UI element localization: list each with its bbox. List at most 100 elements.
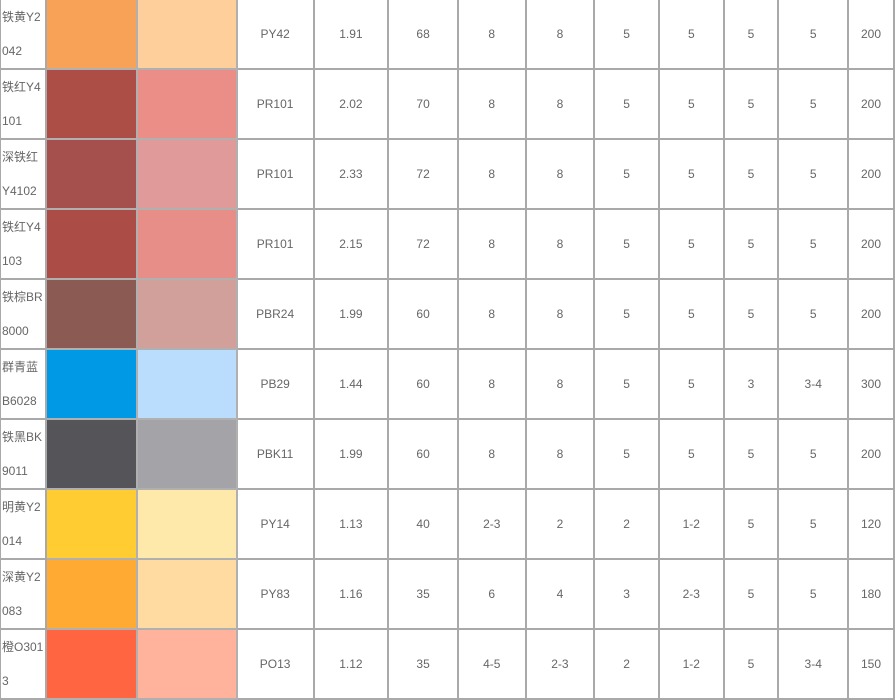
pigment-name: 深铁红Y4102: [0, 138, 47, 210]
cell-c6: 5: [657, 208, 725, 280]
cell-c8: 5: [777, 418, 850, 490]
pigment-name: 铁棕BR8000: [0, 278, 47, 350]
cell-c7: 5: [722, 488, 780, 560]
pigment-name: 深黄Y2083: [0, 558, 47, 630]
cell-c9: 200: [847, 68, 895, 140]
cell-c6: 1-2: [657, 488, 725, 560]
pigment-name: 铁红Y4101: [0, 68, 47, 140]
cell-c5: 3: [593, 558, 660, 630]
cell-c1: 1.91: [312, 0, 390, 70]
cell-code: PY83: [235, 558, 315, 630]
cell-c1: 2.02: [312, 68, 390, 140]
masstone-swatch: [44, 278, 139, 350]
cell-c6: 5: [657, 68, 725, 140]
cell-c7: 5: [722, 558, 780, 630]
cell-c5: 5: [593, 208, 660, 280]
tint-swatch: [136, 208, 238, 280]
cell-c5: 5: [593, 348, 660, 420]
cell-c3: 8: [456, 208, 527, 280]
table-row: 铁红Y4101 PR101 2.02 70 8 8 5 5 5 5 200: [0, 68, 895, 140]
cell-c8: 5: [777, 558, 850, 630]
masstone-swatch: [44, 348, 139, 420]
cell-c9: 200: [847, 208, 895, 280]
cell-c4: 2-3: [524, 628, 596, 700]
masstone-swatch: [44, 488, 139, 560]
cell-code: PB29: [235, 348, 315, 420]
table-row: 明黄Y2014 PY14 1.13 40 2-3 2 2 1-2 5 5 120: [0, 488, 895, 560]
tint-swatch: [136, 138, 238, 210]
cell-c8: 5: [777, 208, 850, 280]
cell-code: PY14: [235, 488, 315, 560]
cell-c3: 2-3: [456, 488, 527, 560]
cell-code: PBR24: [235, 278, 315, 350]
cell-c5: 5: [593, 68, 660, 140]
table-row: 深黄Y2083 PY83 1.16 35 6 4 3 2-3 5 5 180: [0, 558, 895, 630]
cell-c3: 8: [456, 348, 527, 420]
cell-c9: 200: [847, 138, 895, 210]
cell-c9: 200: [847, 0, 895, 70]
masstone-swatch: [44, 208, 139, 280]
cell-c4: 4: [524, 558, 596, 630]
cell-c5: 5: [593, 418, 660, 490]
cell-c8: 5: [777, 278, 850, 350]
cell-c8: 5: [777, 68, 850, 140]
cell-c3: 8: [456, 138, 527, 210]
cell-c8: 3-4: [777, 348, 850, 420]
cell-c4: 8: [524, 278, 596, 350]
cell-c2: 60: [387, 348, 459, 420]
table-row: 铁黑BK9011 PBK11 1.99 60 8 8 5 5 5 5 200: [0, 418, 895, 490]
masstone-swatch: [44, 558, 139, 630]
cell-c7: 3: [722, 348, 780, 420]
masstone-swatch: [44, 68, 139, 140]
table-row: 橙O3013 PO13 1.12 35 4-5 2-3 2 1-2 5 3-4 150: [0, 628, 895, 700]
cell-c4: 8: [524, 138, 596, 210]
cell-c9: 300: [847, 348, 895, 420]
pigment-name: 铁红Y4103: [0, 208, 47, 280]
table-row: 铁红Y4103 PR101 2.15 72 8 8 5 5 5 5 200: [0, 208, 895, 280]
cell-c7: 5: [722, 418, 780, 490]
tint-swatch: [136, 628, 238, 700]
cell-c7: 5: [722, 278, 780, 350]
pigment-name: 铁黄Y2042: [0, 0, 47, 70]
cell-c3: 8: [456, 68, 527, 140]
cell-code: PR101: [235, 68, 315, 140]
cell-c5: 5: [593, 138, 660, 210]
pigment-name: 橙O3013: [0, 628, 47, 700]
cell-c8: 5: [777, 138, 850, 210]
cell-c6: 2-3: [657, 558, 725, 630]
cell-c1: 1.99: [312, 418, 390, 490]
cell-c2: 72: [387, 138, 459, 210]
cell-c3: 6: [456, 558, 527, 630]
cell-c7: 5: [722, 208, 780, 280]
cell-c7: 5: [722, 138, 780, 210]
cell-c2: 72: [387, 208, 459, 280]
table-row: 群青蓝B6028 PB29 1.44 60 8 8 5 5 3 3-4 300: [0, 348, 895, 420]
cell-c6: 5: [657, 278, 725, 350]
tint-swatch: [136, 348, 238, 420]
table-row: 铁棕BR8000 PBR24 1.99 60 8 8 5 5 5 5 200: [0, 278, 895, 350]
cell-c5: 5: [593, 278, 660, 350]
cell-c6: 1-2: [657, 628, 725, 700]
pigment-name: 铁黑BK9011: [0, 418, 47, 490]
cell-c9: 180: [847, 558, 895, 630]
cell-c7: 5: [722, 68, 780, 140]
cell-c8: 5: [777, 0, 850, 70]
cell-c2: 40: [387, 488, 459, 560]
cell-code: PY42: [235, 0, 315, 70]
cell-c2: 70: [387, 68, 459, 140]
cell-c6: 5: [657, 138, 725, 210]
table-row: 铁黄Y2042 PY42 1.91 68 8 8 5 5 5 5 200: [0, 0, 895, 70]
cell-c2: 35: [387, 628, 459, 700]
cell-c1: 1.99: [312, 278, 390, 350]
cell-c2: 68: [387, 0, 459, 70]
cell-c3: 8: [456, 0, 527, 70]
cell-c4: 8: [524, 68, 596, 140]
cell-c4: 2: [524, 488, 596, 560]
table-row: 深铁红Y4102 PR101 2.33 72 8 8 5 5 5 5 200: [0, 138, 895, 210]
cell-c7: 5: [722, 628, 780, 700]
masstone-swatch: [44, 628, 139, 700]
cell-c2: 60: [387, 418, 459, 490]
tint-swatch: [136, 68, 238, 140]
cell-c3: 4-5: [456, 628, 527, 700]
